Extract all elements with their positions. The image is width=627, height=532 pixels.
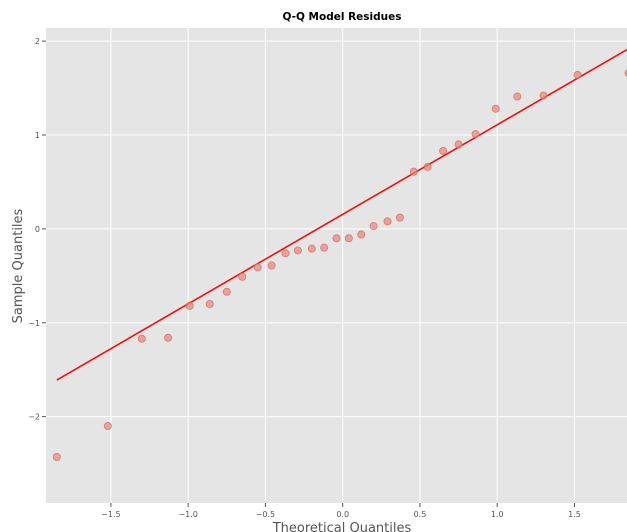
x-tick-label: −0.5 bbox=[256, 510, 275, 519]
data-points bbox=[52, 69, 627, 462]
grid-lines bbox=[46, 28, 627, 503]
data-point bbox=[332, 234, 341, 243]
data-point bbox=[164, 333, 173, 342]
y-tick-label: −2 bbox=[28, 413, 40, 422]
data-point bbox=[185, 301, 194, 310]
data-point bbox=[205, 299, 214, 308]
data-point bbox=[267, 261, 276, 270]
y-tick-label: 1 bbox=[35, 131, 40, 140]
data-point bbox=[238, 272, 247, 281]
reference-line bbox=[56, 48, 627, 381]
chart-title: Q-Q Model Residues bbox=[282, 11, 401, 23]
data-point bbox=[439, 146, 448, 155]
reference-line-layer bbox=[56, 48, 627, 381]
data-point bbox=[137, 334, 146, 343]
data-point bbox=[383, 217, 392, 226]
data-point bbox=[539, 91, 548, 100]
data-point bbox=[369, 222, 378, 231]
plot-background bbox=[46, 28, 627, 503]
data-point bbox=[409, 167, 418, 176]
data-point bbox=[222, 287, 231, 296]
data-point bbox=[423, 162, 432, 171]
x-tick-label: 1.5 bbox=[568, 510, 581, 519]
data-point bbox=[573, 70, 582, 79]
x-tick-label: 0.0 bbox=[336, 510, 349, 519]
x-axis-label: Theoretical Quantiles bbox=[272, 521, 412, 532]
y-tick-label: 2 bbox=[35, 37, 40, 46]
data-point bbox=[293, 246, 302, 255]
data-point bbox=[253, 263, 262, 272]
y-tick-label: −1 bbox=[28, 319, 40, 328]
data-point bbox=[307, 244, 316, 253]
data-point bbox=[395, 213, 404, 222]
data-point bbox=[52, 453, 61, 462]
data-point bbox=[513, 92, 522, 101]
data-point bbox=[320, 243, 329, 252]
x-tick-label: 0.5 bbox=[414, 510, 427, 519]
data-point bbox=[624, 69, 627, 77]
y-tick-label: 0 bbox=[35, 225, 40, 234]
x-tick-label: −1.5 bbox=[101, 510, 120, 519]
x-tick-label: −1.0 bbox=[178, 510, 197, 519]
x-tick-label: 1.0 bbox=[491, 510, 504, 519]
axis-ticks: −1.5 −1.0 −0.5 0.0 0.5 1.0 1.5 −2 −1 0 1 2 bbox=[28, 37, 581, 519]
data-point bbox=[357, 230, 366, 239]
y-axis-label: Sample Quantiles bbox=[11, 208, 26, 323]
data-point bbox=[471, 130, 480, 139]
data-point bbox=[103, 422, 112, 431]
data-point bbox=[344, 234, 353, 243]
data-point bbox=[281, 249, 290, 258]
data-point bbox=[491, 104, 500, 113]
data-point bbox=[454, 140, 463, 149]
